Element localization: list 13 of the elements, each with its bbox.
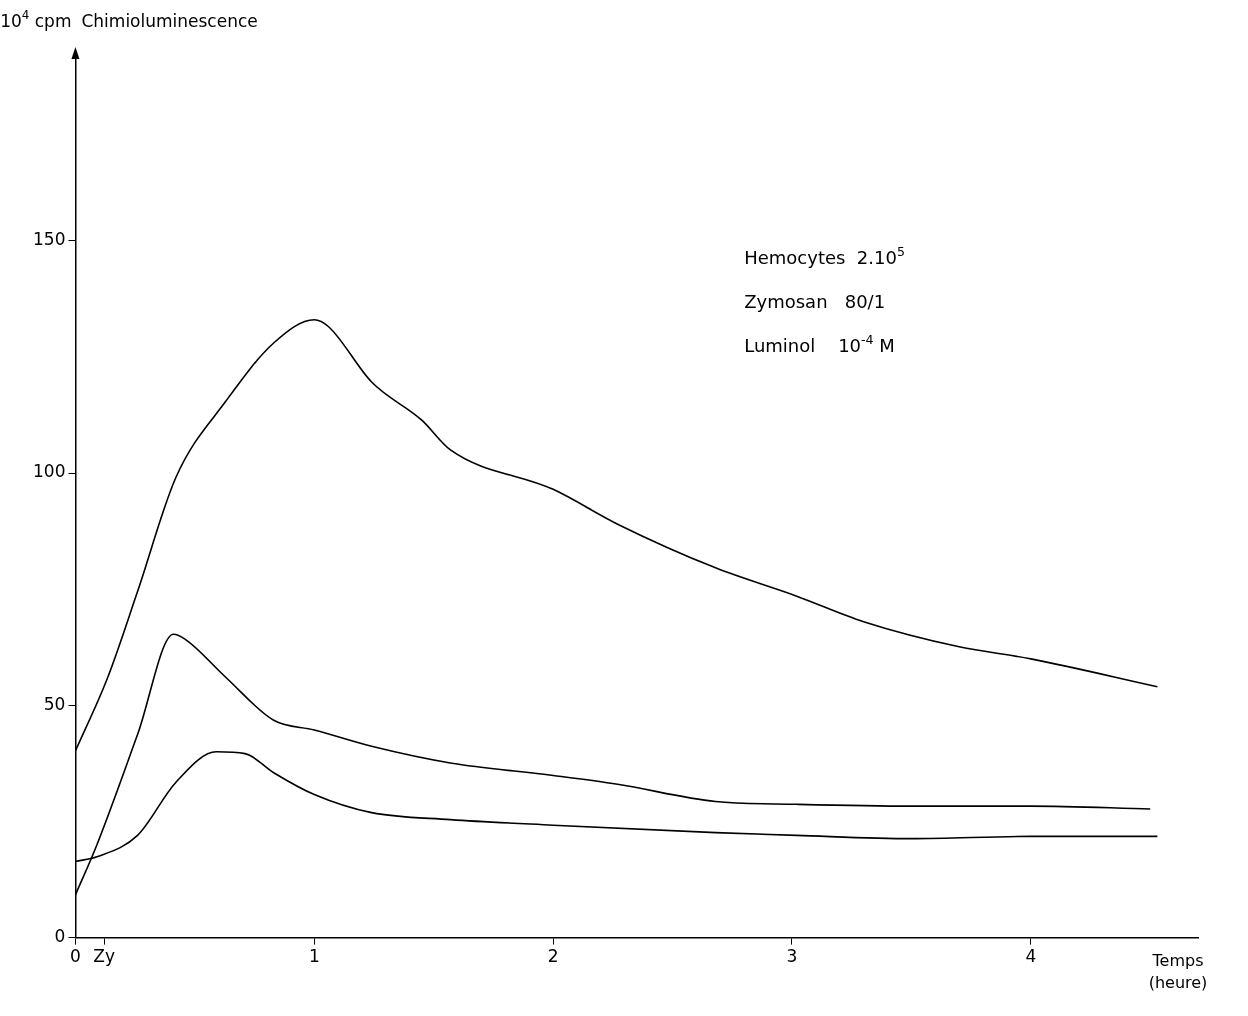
x-tick-label: Zy [93,946,115,967]
annotation: Zymosan 80/1 [744,291,886,313]
x-tick-label: 1 [308,946,320,967]
y-tick-label: 100 [32,461,66,482]
x-tick-label: 0 [70,946,81,967]
x-axis-title: Temps (heure) [1148,950,1208,992]
chart-title: Chimioluminescence [81,11,258,31]
x-tick-label: 4 [1025,946,1037,967]
x-tick-label: 3 [786,946,798,967]
x-tick-label: 2 [547,946,559,967]
y-tick-label: 0 [54,926,66,947]
y-tick-label: 150 [32,229,66,250]
y-tick-label: 50 [43,693,66,714]
